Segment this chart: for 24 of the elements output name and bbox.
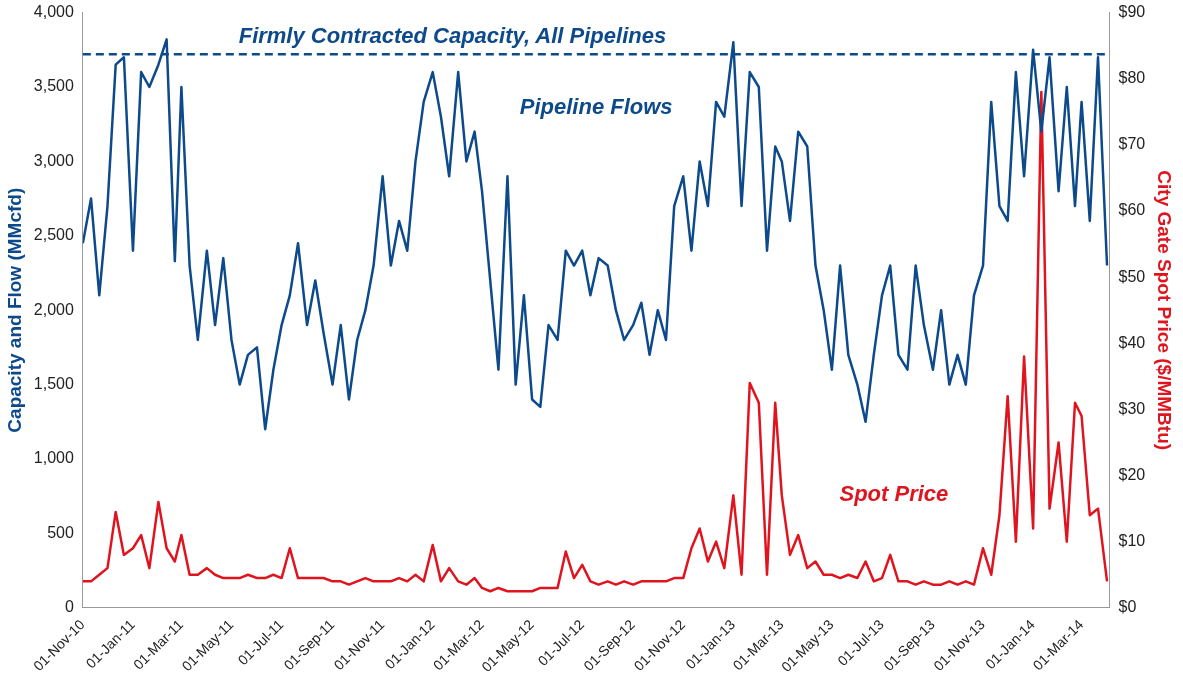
y2-tick-label: $90: [1118, 3, 1146, 21]
y-tick-label: 0: [64, 598, 74, 616]
y2-tick-label: $0: [1118, 598, 1137, 616]
y2-tick-label: $40: [1118, 333, 1146, 351]
annotation: Pipeline Flows: [519, 93, 673, 119]
y-tick-label: 1,000: [33, 449, 74, 467]
y-tick-label: 3,500: [33, 77, 74, 95]
ref-line-label: Firmly Contracted Capacity, All Pipelines: [238, 23, 667, 49]
y-tick-label: 2,000: [33, 300, 74, 318]
y-tick-label: 1,500: [33, 375, 74, 393]
y2-axis-title: City Gate Spot Price ($/MMBtu): [1154, 170, 1176, 451]
y2-tick-label: $10: [1118, 532, 1146, 550]
y2-tick-label: $60: [1118, 201, 1146, 219]
y2-tick-label: $80: [1118, 69, 1146, 87]
y2-tick-label: $50: [1118, 267, 1146, 285]
y2-tick-label: $70: [1118, 135, 1146, 153]
y2-tick-label: $20: [1118, 465, 1146, 483]
y-axis-title: Capacity and Flow (MMcfd): [3, 187, 25, 433]
y-tick-label: 4,000: [33, 3, 74, 21]
annotation: Spot Price: [839, 480, 949, 506]
y2-tick-label: $30: [1118, 399, 1146, 417]
y-tick-label: 3,000: [33, 151, 74, 169]
y-tick-label: 2,500: [33, 226, 74, 244]
y-tick-label: 500: [47, 523, 74, 541]
